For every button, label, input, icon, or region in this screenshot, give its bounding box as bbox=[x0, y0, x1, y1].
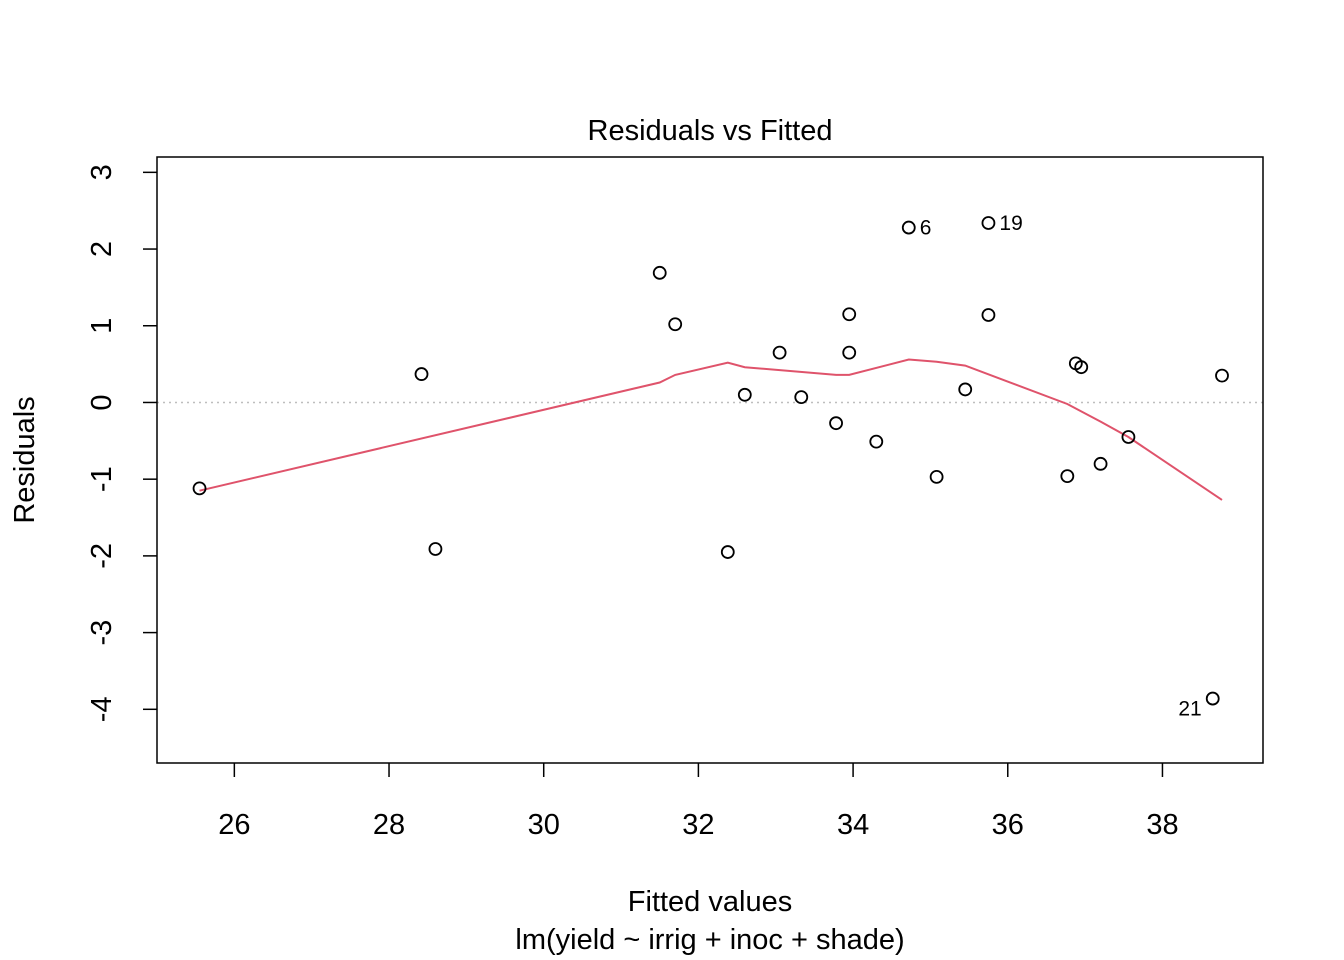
data-point bbox=[192, 481, 207, 496]
data-point bbox=[737, 387, 752, 402]
x-tick-label: 26 bbox=[218, 809, 250, 841]
data-point bbox=[1215, 368, 1229, 383]
data-point bbox=[720, 545, 735, 559]
data-point bbox=[981, 216, 996, 230]
y-tick-label: 1 bbox=[86, 318, 118, 334]
data-point bbox=[1121, 430, 1136, 444]
x-axis-subtitle: lm(yield ~ irrig + inoc + shade) bbox=[515, 924, 904, 956]
y-tick-label: -3 bbox=[86, 620, 118, 646]
y-tick-label: 2 bbox=[86, 241, 118, 257]
chart-title: Residuals vs Fitted bbox=[588, 115, 833, 147]
data-point bbox=[794, 390, 809, 404]
data-point bbox=[1074, 360, 1089, 375]
plot-frame bbox=[156, 156, 1264, 764]
data-point bbox=[668, 317, 683, 332]
y-tick-label: -2 bbox=[86, 543, 118, 569]
data-point bbox=[414, 367, 429, 381]
data-point bbox=[842, 307, 857, 322]
smoother-line bbox=[199, 358, 1223, 501]
y-tick-label: -1 bbox=[86, 466, 118, 492]
x-tick-label: 36 bbox=[992, 809, 1024, 841]
x-tick-label: 28 bbox=[373, 809, 405, 841]
x-tick-label: 30 bbox=[528, 809, 560, 841]
data-point bbox=[869, 434, 884, 449]
points-layer bbox=[192, 216, 1229, 706]
x-axis: 26 28 30 32 34 36 38 bbox=[218, 763, 1179, 841]
y-axis-label: Residuals bbox=[9, 396, 41, 523]
data-point bbox=[772, 345, 787, 360]
point-label: 6 bbox=[920, 217, 932, 240]
data-point bbox=[1060, 469, 1075, 484]
x-tick-label: 38 bbox=[1146, 809, 1178, 841]
x-axis-label: Fitted values bbox=[628, 886, 792, 918]
data-point bbox=[829, 416, 843, 431]
y-tick-label: 0 bbox=[86, 394, 118, 410]
data-point bbox=[1093, 456, 1108, 471]
point-label: 21 bbox=[1178, 698, 1201, 721]
y-tick-label: -4 bbox=[86, 696, 118, 722]
point-labels-layer: 6 19 21 bbox=[920, 212, 1202, 721]
data-point bbox=[981, 308, 996, 322]
data-point bbox=[901, 220, 916, 235]
x-tick-label: 34 bbox=[837, 809, 869, 841]
smoother-layer bbox=[199, 358, 1223, 501]
point-label: 19 bbox=[999, 212, 1022, 235]
data-point bbox=[842, 345, 857, 360]
data-point bbox=[652, 265, 667, 280]
data-point bbox=[1205, 691, 1220, 706]
data-point bbox=[958, 382, 973, 397]
y-axis: -4 -3 -2 -1 0 1 2 3 bbox=[86, 164, 157, 722]
y-tick-label: 3 bbox=[86, 164, 118, 180]
x-tick-label: 32 bbox=[682, 809, 714, 841]
data-point bbox=[929, 469, 944, 484]
data-point bbox=[428, 542, 443, 556]
